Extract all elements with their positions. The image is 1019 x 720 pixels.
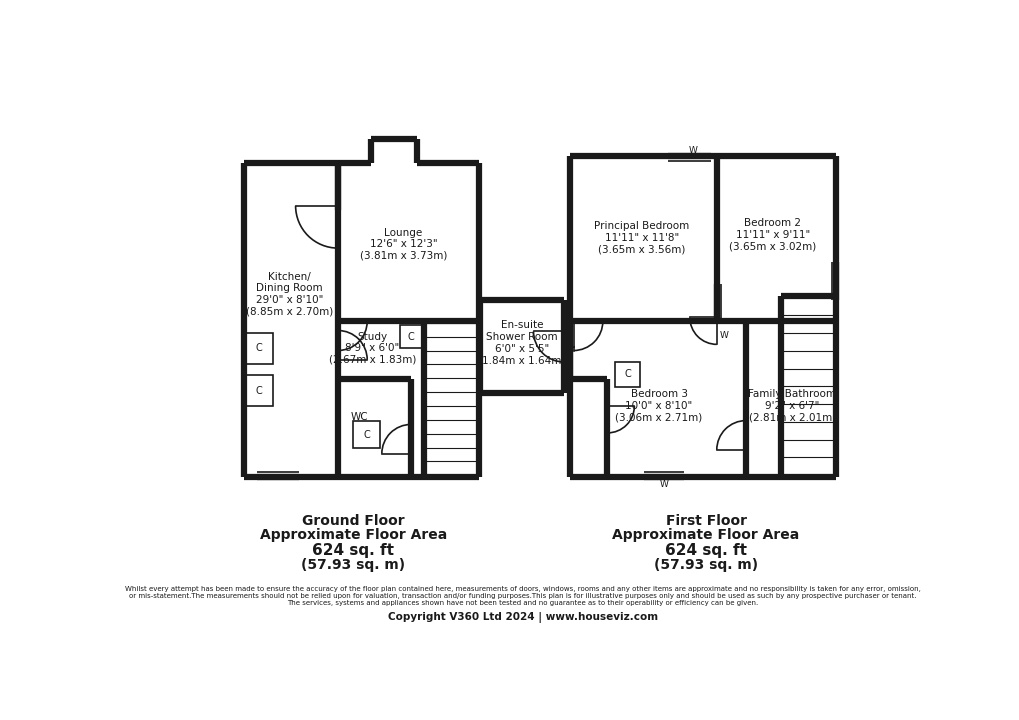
Text: Bedroom 3
10'0" x 8'10"
(3.06m x 2.71m): Bedroom 3 10'0" x 8'10" (3.06m x 2.71m): [614, 390, 702, 423]
Text: W: W: [659, 480, 668, 489]
Text: C: C: [255, 343, 262, 354]
Text: C: C: [363, 430, 370, 440]
Text: Ground Floor: Ground Floor: [302, 515, 405, 528]
Text: (57.93 sq. m): (57.93 sq. m): [301, 558, 405, 572]
Text: Lounge
12'6" x 12'3"
(3.81m x 3.73m): Lounge 12'6" x 12'3" (3.81m x 3.73m): [360, 228, 446, 261]
Bar: [244, 333, 273, 364]
Text: C: C: [624, 369, 630, 379]
Bar: [399, 325, 422, 348]
Bar: [244, 375, 273, 406]
Bar: [614, 362, 639, 387]
Text: 624 sq. ft: 624 sq. ft: [312, 543, 394, 558]
Text: Bedroom 2
11'11" x 9'11"
(3.65m x 3.02m): Bedroom 2 11'11" x 9'11" (3.65m x 3.02m): [729, 218, 816, 251]
Text: Approximate Floor Area: Approximate Floor Area: [611, 528, 799, 542]
Text: Copyright V360 Ltd 2024 | www.houseviz.com: Copyright V360 Ltd 2024 | www.houseviz.c…: [387, 612, 657, 624]
Text: Family Bathroom
9'2" x 6'7"
(2.81m x 2.01m): Family Bathroom 9'2" x 6'7" (2.81m x 2.0…: [748, 390, 836, 423]
Text: Whilst every attempt has been made to ensure the accuracy of the floor plan cont: Whilst every attempt has been made to en…: [124, 586, 920, 606]
Text: En-suite
Shower Room
6'0" x 5'5"
(1.84m x 1.64m): En-suite Shower Room 6'0" x 5'5" (1.84m …: [478, 320, 566, 365]
Text: Kitchen/
Dining Room
29'0" x 8'10"
(8.85m x 2.70m): Kitchen/ Dining Room 29'0" x 8'10" (8.85…: [246, 272, 333, 317]
Text: Study
8'9" x 6'0"
(2.67m x 1.83m): Study 8'9" x 6'0" (2.67m x 1.83m): [328, 332, 416, 365]
Text: 624 sq. ft: 624 sq. ft: [664, 543, 746, 558]
Text: First Floor: First Floor: [664, 515, 746, 528]
Text: C: C: [255, 385, 262, 395]
Text: C: C: [408, 332, 414, 342]
Text: WC: WC: [351, 413, 368, 423]
Text: (57.93 sq. m): (57.93 sq. m): [653, 558, 757, 572]
Bar: [353, 421, 380, 449]
Text: W: W: [688, 146, 697, 155]
Text: Approximate Floor Area: Approximate Floor Area: [260, 528, 446, 542]
Text: W: W: [719, 330, 729, 340]
Text: Principal Bedroom
11'11" x 11'8"
(3.65m x 3.56m): Principal Bedroom 11'11" x 11'8" (3.65m …: [594, 222, 689, 255]
